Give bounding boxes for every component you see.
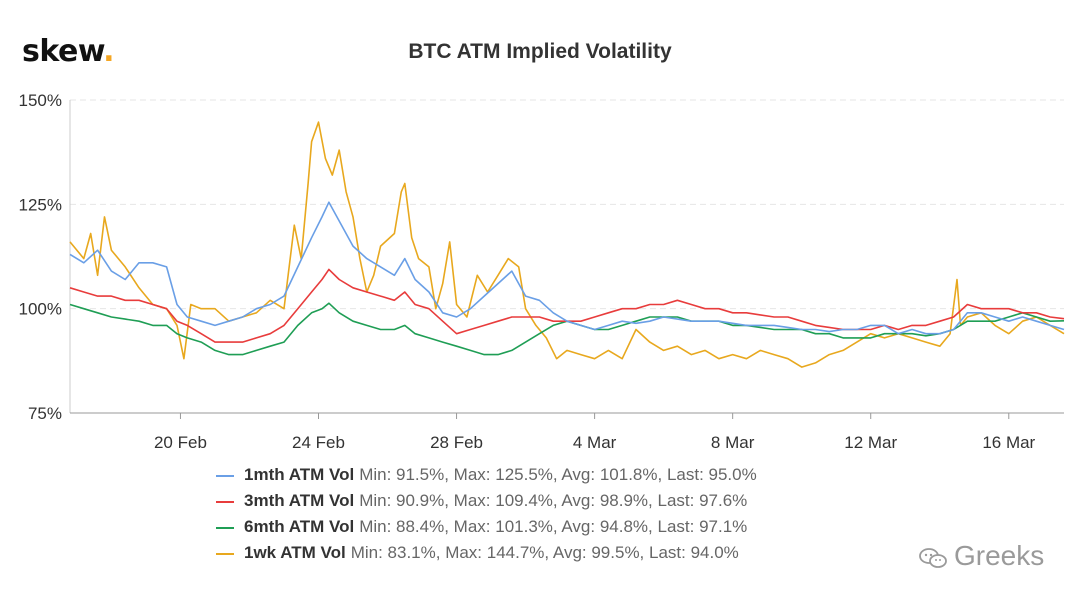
legend-item[interactable]: 6mth ATM Vol Min: 88.4%, Max: 101.3%, Avg… [216, 514, 757, 540]
x-tick-label: 8 Mar [711, 433, 755, 452]
line-chart: 75% 100% 125% 150% 20 Feb 24 Feb 28 Feb 4 Mar 8 … [19, 91, 1065, 452]
legend-swatch [216, 474, 234, 477]
x-tick-label: 24 Feb [292, 433, 345, 452]
legend-series-stats: Min: 83.1%, Max: 144.7%, Avg: 99.5%, Las… [350, 543, 739, 562]
legend-series-stats: Min: 91.5%, Max: 125.5%, Avg: 101.8%, La… [359, 465, 757, 484]
series-line-3mth [69, 268, 1065, 343]
skew-logo: skew. [22, 34, 115, 69]
chart-legend: 1mth ATM Vol Min: 91.5%, Max: 125.5%, Avg… [216, 462, 757, 566]
legend-swatch [216, 552, 234, 555]
series-line-6mth [69, 302, 1065, 356]
legend-item[interactable]: 1mth ATM Vol Min: 91.5%, Max: 125.5%, Avg… [216, 462, 757, 488]
y-tick-label: 150% [19, 91, 62, 110]
x-tick-label: 20 Feb [154, 433, 207, 452]
chart-title: BTC ATM Implied Volatility [408, 40, 672, 63]
logo-text: skew [22, 34, 104, 69]
legend-series-stats: Min: 88.4%, Max: 101.3%, Avg: 94.8%, Las… [359, 517, 748, 536]
legend-series-name: 6mth ATM Vol [244, 517, 355, 536]
x-tick-label: 4 Mar [573, 433, 617, 452]
legend-series-stats: Min: 90.9%, Max: 109.4%, Avg: 98.9%, Las… [359, 491, 748, 510]
y-tick-label: 75% [28, 404, 62, 423]
legend-swatch [216, 500, 234, 503]
legend-item[interactable]: 1wk ATM Vol Min: 83.1%, Max: 144.7%, Avg:… [216, 540, 757, 566]
y-tick-label: 100% [19, 300, 62, 319]
watermark: Greeks [918, 540, 1044, 572]
x-tick-label: 12 Mar [844, 433, 897, 452]
legend-series-name: 1wk ATM Vol [244, 543, 346, 562]
wechat-icon [919, 547, 947, 568]
legend-series-name: 1mth ATM Vol [244, 465, 355, 484]
watermark-text: Greeks [954, 540, 1045, 571]
y-tick-label: 125% [19, 195, 62, 214]
series-line-1mth [69, 201, 1065, 335]
legend-series-name: 3mth ATM Vol [244, 491, 355, 510]
x-tick-label: 16 Mar [982, 433, 1035, 452]
legend-item[interactable]: 3mth ATM Vol Min: 90.9%, Max: 109.4%, Avg… [216, 488, 757, 514]
x-tick-label: 28 Feb [430, 433, 483, 452]
logo-dot: . [103, 34, 115, 69]
legend-swatch [216, 526, 234, 529]
